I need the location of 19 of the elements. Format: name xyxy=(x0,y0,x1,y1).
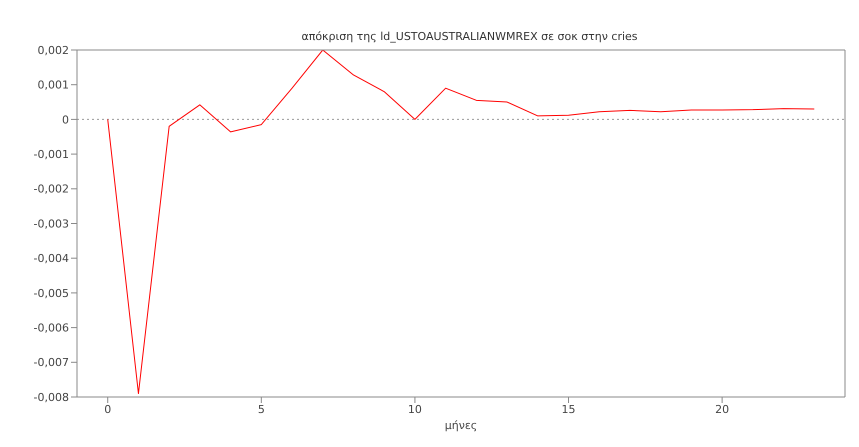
x-tick-label: 15 xyxy=(562,402,576,416)
x-tick-label: 10 xyxy=(408,402,422,416)
x-tick-label: 20 xyxy=(715,402,730,416)
x-axis-title: μήνες xyxy=(444,419,478,432)
chart-title: απόκριση της ld_USTOAUSTRALIANWMREX σε σοκ στην cries xyxy=(300,30,639,43)
x-tick-label: 5 xyxy=(258,402,265,416)
y-tick-label: -0,007 xyxy=(34,356,69,370)
x-tick-label: 0 xyxy=(104,402,112,416)
y-tick-label: -0,004 xyxy=(34,252,69,266)
y-tick-label: -0,003 xyxy=(34,217,69,230)
y-tick-label: 0,002 xyxy=(38,44,69,57)
y-tick-label: 0,001 xyxy=(38,78,69,92)
y-tick-label: -0,006 xyxy=(34,322,69,335)
y-tick-label: -0,002 xyxy=(34,182,69,196)
line-series xyxy=(107,50,815,394)
y-tick-label: 0 xyxy=(62,113,69,126)
y-tick-label: -0,001 xyxy=(34,148,69,162)
y-tick-label: -0,005 xyxy=(34,286,69,300)
y-tick-label: -0,008 xyxy=(34,390,69,404)
